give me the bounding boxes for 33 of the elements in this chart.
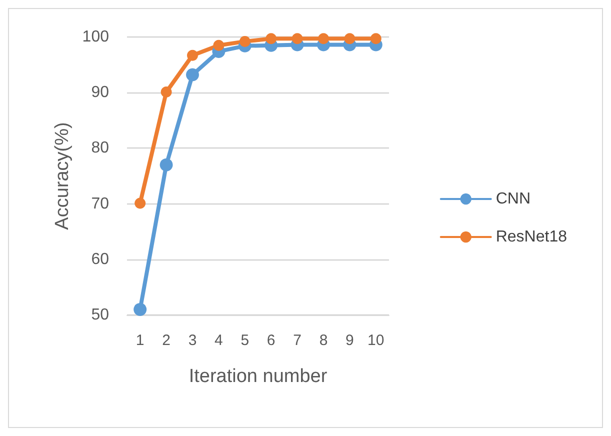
point bbox=[266, 33, 277, 44]
x-tick-label: 1 bbox=[136, 332, 144, 349]
x-tick-label: 2 bbox=[162, 332, 170, 349]
y-tick-label: 50 bbox=[91, 306, 110, 324]
y-tick-label: 90 bbox=[91, 84, 110, 102]
y-tick-label: 60 bbox=[91, 250, 110, 268]
point bbox=[160, 86, 172, 98]
x-tick-label: 10 bbox=[368, 332, 384, 349]
point bbox=[160, 158, 173, 172]
y-tick-label: 70 bbox=[91, 195, 110, 212]
point bbox=[187, 50, 198, 61]
point bbox=[292, 33, 303, 44]
y-axis-title: Accuracy(%) bbox=[52, 122, 73, 230]
legend-label: CNN bbox=[496, 190, 531, 208]
x-tick-label: 5 bbox=[240, 332, 250, 349]
point bbox=[370, 33, 382, 44]
x-tick-label: 4 bbox=[214, 332, 223, 349]
x-tick-label: 6 bbox=[266, 332, 276, 349]
point bbox=[186, 68, 199, 82]
point bbox=[239, 36, 250, 47]
legend-label: ResNet18 bbox=[496, 228, 568, 246]
x-tick-label: 9 bbox=[346, 332, 354, 349]
y-tick-label: 100 bbox=[82, 28, 110, 46]
x-tick-label: 7 bbox=[293, 332, 302, 349]
x-axis-title: Iteration number bbox=[188, 366, 328, 387]
point bbox=[213, 40, 224, 51]
point bbox=[134, 302, 147, 316]
point bbox=[344, 33, 356, 44]
x-tick-label: 8 bbox=[319, 332, 328, 349]
y-tick-label: 80 bbox=[91, 140, 110, 157]
point bbox=[134, 198, 146, 209]
x-tick-label: 3 bbox=[188, 332, 197, 349]
point bbox=[318, 33, 329, 44]
